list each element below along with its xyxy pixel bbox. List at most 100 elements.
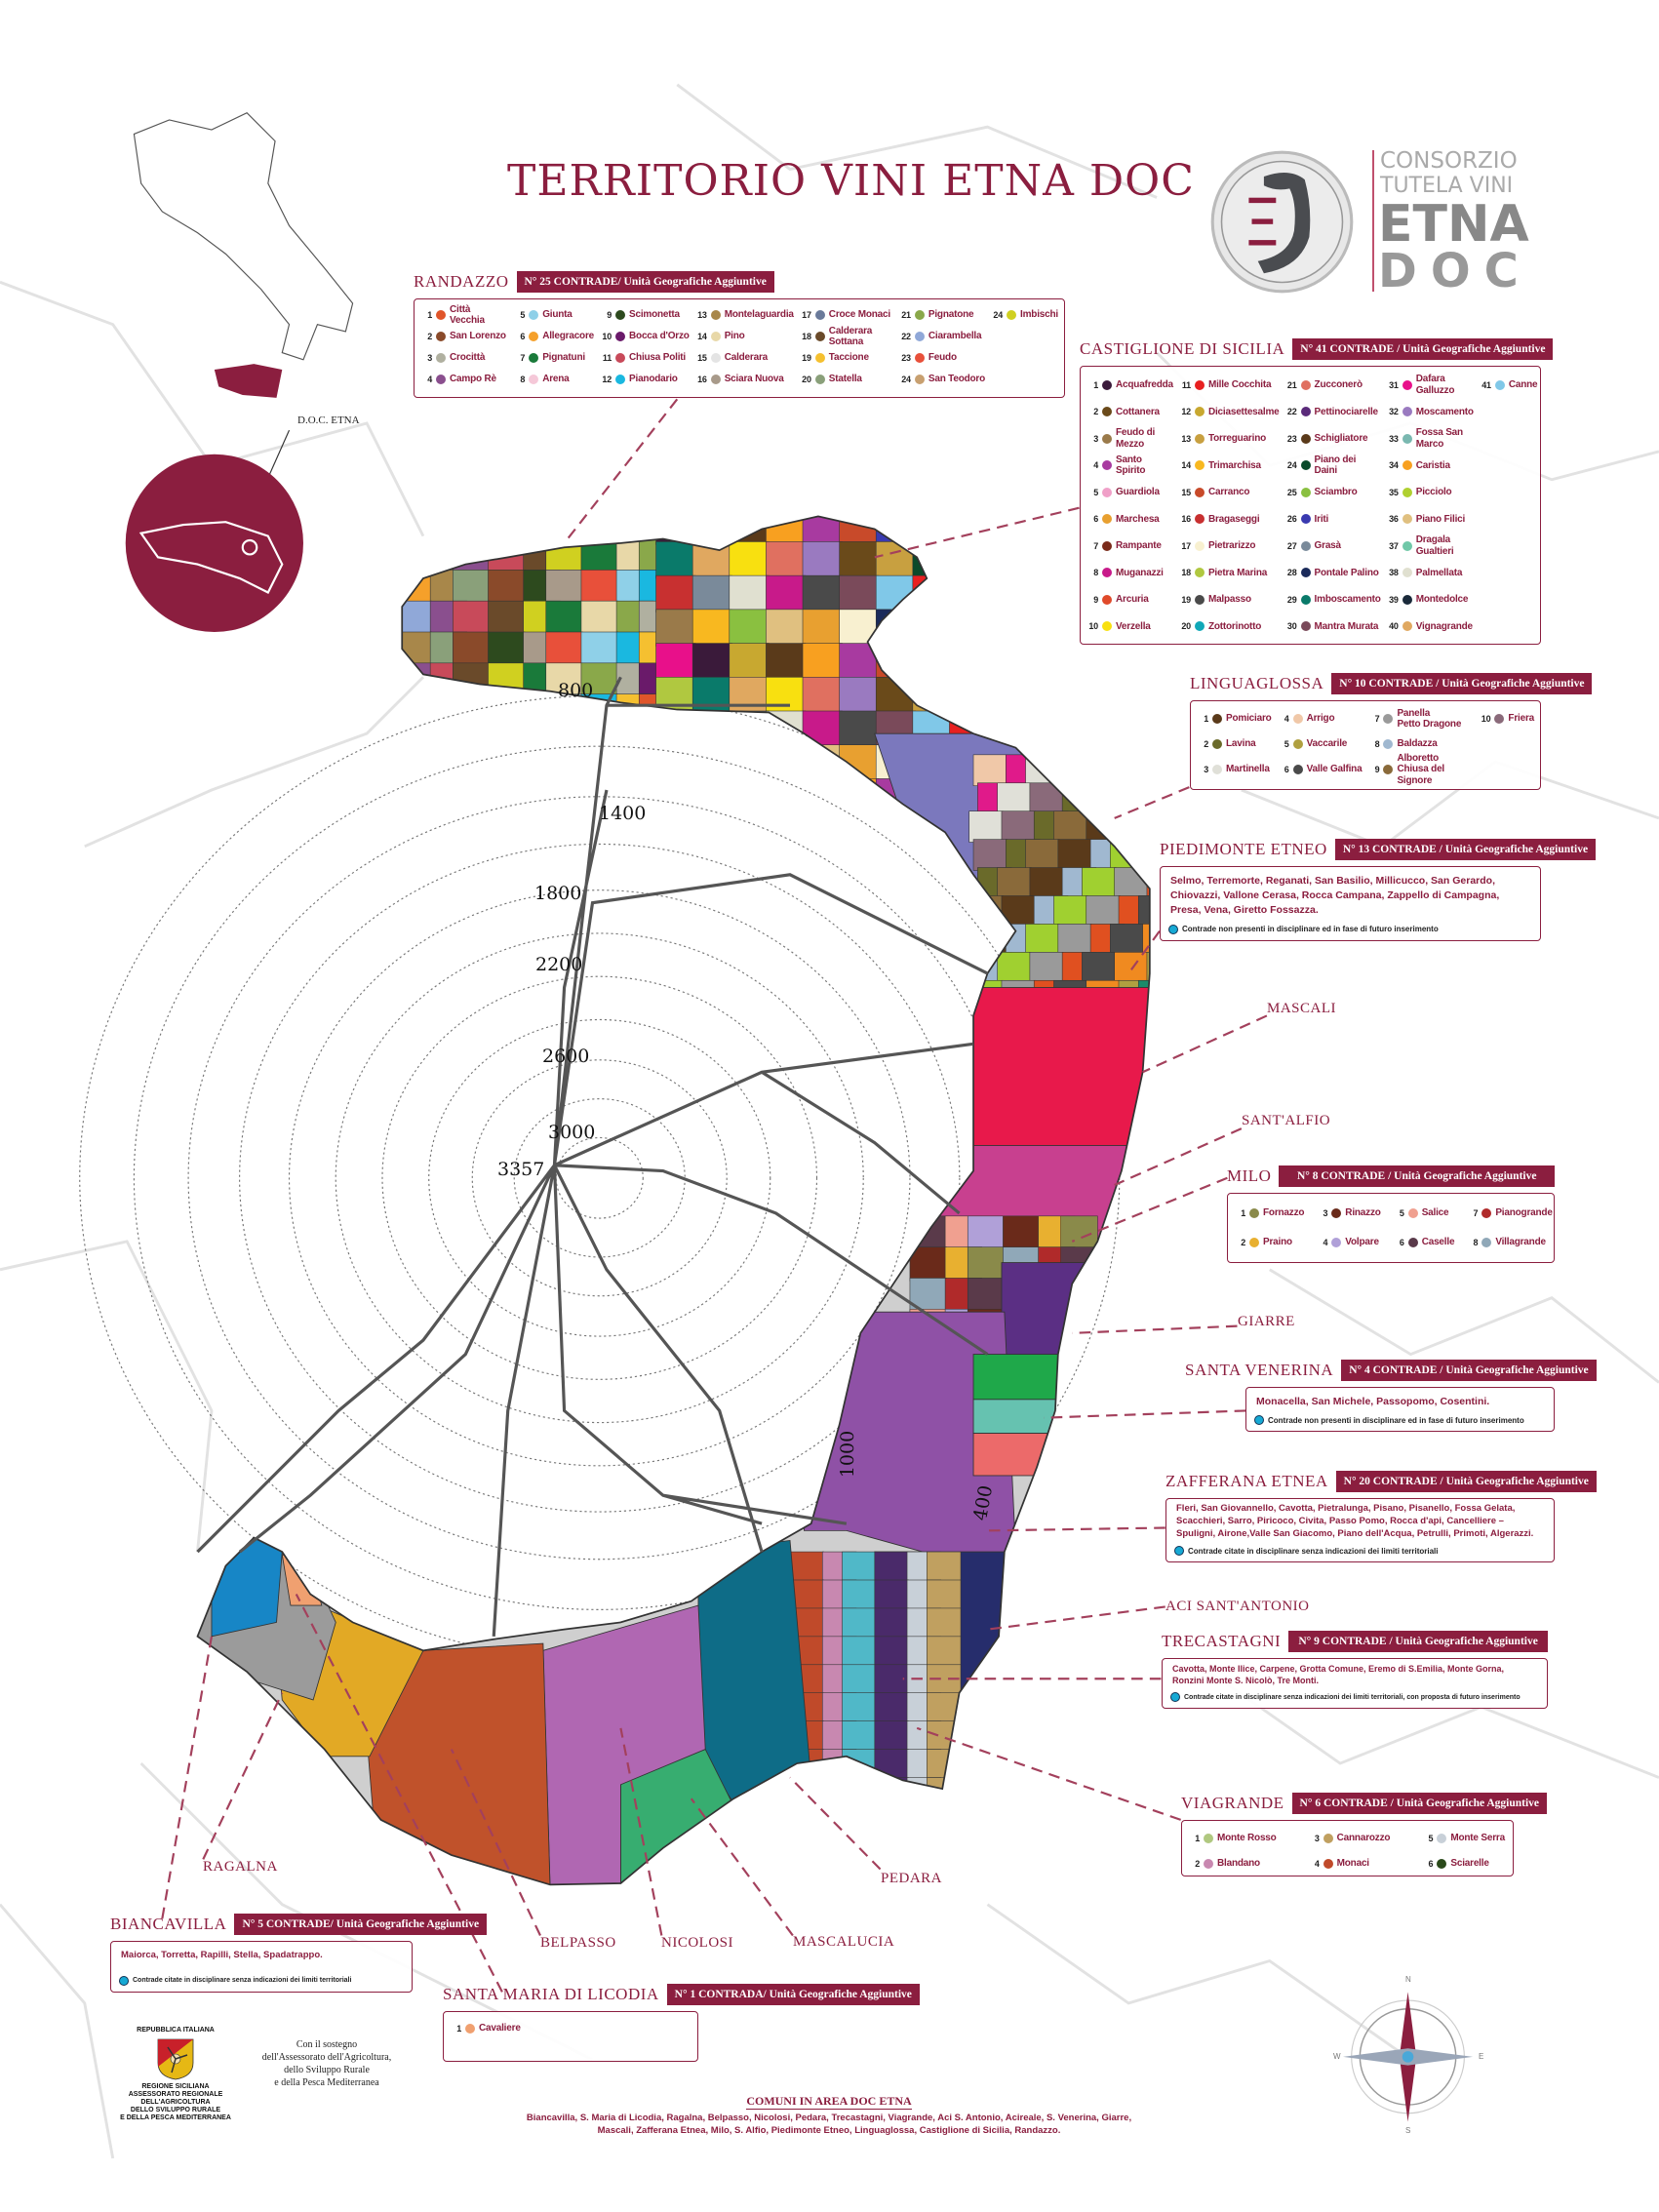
legend-item: 15 Calderara (695, 347, 794, 369)
legend-label: San Teodoro (928, 374, 986, 385)
legend-number: 35 (1389, 487, 1399, 497)
contrada-patch (453, 631, 491, 667)
legend-number: 3 (1323, 1208, 1328, 1218)
legend-number: 25 (1286, 487, 1297, 497)
logo-bottom-text: DELLO SVILUPPO RURALE (130, 2107, 221, 2114)
contrada-patch (766, 811, 807, 850)
legend-label: Carranco (1207, 487, 1250, 497)
contrada-patch (997, 867, 1032, 899)
contrada-patch (1025, 754, 1060, 786)
legend-color-dot (914, 375, 925, 384)
contrada-patch (968, 895, 1004, 928)
legend-color-dot (436, 353, 446, 363)
contrada-patch (842, 1636, 877, 1668)
contrada-patch (691, 643, 732, 681)
legend-number: 17 (1181, 540, 1191, 551)
contrada-patch (1057, 754, 1092, 786)
legend-label: Blandano (1217, 1858, 1260, 1870)
legend-color-dot (436, 310, 446, 320)
contrada-patch (875, 811, 917, 850)
note-text: Contrade citate in disciplinare senza in… (133, 1977, 352, 1985)
legend-label: Calderara Sottana (828, 325, 873, 348)
legend-color-dot (1407, 1238, 1418, 1247)
legend-label: Pettinociarelle (1314, 406, 1379, 417)
logo-top-text: REPUBBLICA ITALIANA (137, 2027, 215, 2034)
legend-color-dot (1300, 568, 1311, 578)
contrada-patch (839, 609, 880, 647)
contrada-patch (638, 516, 677, 542)
contrade-list: Maiorca, Torretta, Rapilli, Stella, Spad… (121, 1950, 323, 1960)
contrada-patch (949, 643, 990, 681)
legend-number: 41 (1481, 379, 1491, 390)
legend-number: 19 (1181, 594, 1191, 605)
legend-item: 4 Arrigo (1278, 706, 1363, 731)
legend-number: 22 (1286, 407, 1297, 417)
zone-name: LINGUAGLOSSA (1190, 674, 1324, 692)
contrada-patch (842, 1607, 877, 1640)
contrada-patch (927, 1607, 962, 1640)
italy-outline (133, 112, 354, 398)
legend-number: 5 (1428, 1834, 1434, 1843)
zone-panel-linguaglossa: LINGUAGLOSSA N° 10 CONTRADE / Unità Geogr… (1190, 673, 1593, 790)
contrada-patch (839, 643, 880, 681)
legend-label: Sciara Nuova (724, 374, 784, 385)
zone-panel-piedimonte: PIEDIMONTE ETNEO N° 13 CONTRADE / Unità G… (1160, 839, 1597, 941)
legend-item: 33 Fossa San Marco (1387, 425, 1474, 453)
legend-label: Fornazzo (1263, 1207, 1305, 1219)
legend-label: Lavina (1226, 738, 1256, 750)
altitude-label: 1400 (599, 803, 647, 824)
contrada-patch (729, 541, 770, 579)
contrada-patch (1029, 782, 1064, 814)
legend-item: 3 Cannarozzo (1308, 1826, 1393, 1851)
contrada-patch (949, 541, 990, 579)
legend-item: 8 Arena (513, 369, 594, 390)
legend-number: 20 (802, 375, 811, 384)
legend-label: Valle Galfina (1306, 764, 1363, 775)
contrade-badge: N° 10 CONTRADE / Unità Geografiche Aggiu… (1331, 673, 1593, 694)
note-dot-icon (1168, 924, 1178, 934)
zone-name: RANDAZZO (414, 272, 509, 291)
legend-number: 3 (1314, 1834, 1320, 1843)
note-text: Contrade citate in disciplinare senza in… (1184, 1693, 1521, 1701)
doc-etna-label: D.O.C. ETNA (297, 415, 360, 426)
contrade-list: Selmo, Terremorte, Reganati, San Basilio… (1170, 875, 1500, 917)
legend-label: Feudo di Mezzo (1116, 427, 1156, 450)
legend-item: 36 Piano Filici (1387, 506, 1474, 533)
contrada-patch (789, 1777, 825, 1809)
legend-label: Pontale Palino (1314, 567, 1379, 578)
contrada-patch (949, 609, 990, 647)
legend-label: Iriti (1314, 513, 1329, 525)
legend-label: Caselle (1421, 1237, 1455, 1248)
legend-item: 1 Monte Rosso (1188, 1826, 1279, 1851)
note-dot-icon (1254, 1415, 1264, 1426)
logo-bottom-text: E DELLA PESCA MEDITERRANEA (120, 2114, 231, 2122)
legend-number: 6 (1093, 514, 1098, 525)
altitude-label: 2600 (542, 1046, 590, 1067)
legend-item: 23 Schigliatore (1285, 425, 1381, 453)
contrada-patch (729, 744, 770, 782)
legend-label: Torreguarino (1207, 433, 1267, 444)
legend-number: 30 (1286, 621, 1297, 632)
support-line: dell'Assessorato dell'Agricoltura, (261, 2052, 392, 2063)
legend-number: 6 (520, 332, 526, 341)
contrada-patch (1114, 782, 1149, 814)
legend-color-dot (1194, 433, 1205, 444)
contrada-patch (394, 538, 432, 573)
legend-label: Pignatone (928, 309, 974, 321)
legend-item: 5 Vaccarile (1278, 731, 1363, 757)
zone-panel-biancavilla: BIANCAVILLA N° 5 CONTRADE/ Unità Geografi… (110, 1914, 488, 1993)
legend-item: 5 Guardiola (1086, 479, 1173, 506)
legend-color-dot (1194, 379, 1205, 390)
legend-number: 12 (1181, 407, 1191, 417)
legend-number: 24 (1286, 460, 1297, 471)
contrada-patch (1110, 754, 1145, 786)
contrada-patch (967, 1278, 1006, 1313)
contrada-patch (1137, 810, 1150, 843)
contrada-patch (1142, 924, 1150, 956)
contrada-patch (802, 710, 843, 748)
legend-label: Dragala Gualtieri (1415, 534, 1454, 557)
legend-number: 4 (1314, 1859, 1320, 1869)
legend-label: Pomiciaro (1226, 713, 1272, 725)
contrada-patch (453, 516, 491, 542)
place-acisantantonio: ACI SANT'ANTONIO (1165, 1599, 1310, 1614)
